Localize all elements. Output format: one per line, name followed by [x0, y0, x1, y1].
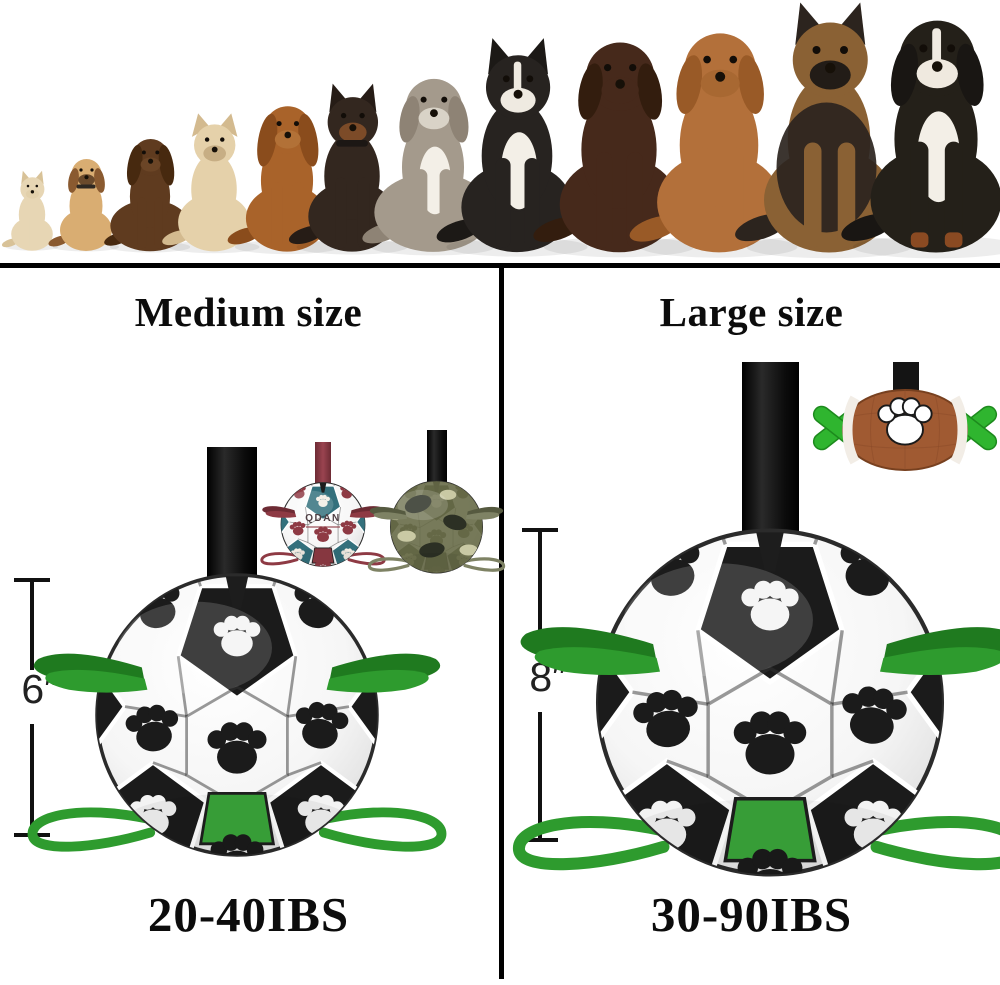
large-weight-range: 30-90IBS [650, 887, 853, 942]
dog-dachshund [104, 138, 191, 253]
dog-bulldog [362, 78, 496, 256]
medium-size-title: Medium size [134, 289, 363, 335]
camo-ball-strap [427, 430, 447, 482]
measure-line-large [538, 532, 542, 656]
camo-variant-ball [363, 467, 510, 587]
large-soccer-ball [495, 479, 1000, 926]
football-strap [893, 362, 919, 408]
football-green-straps [812, 405, 998, 451]
football-body [842, 389, 968, 471]
dog-bernese-mountain-dog [841, 20, 1000, 259]
dog-labrador [533, 42, 695, 258]
measure-line-medium-2 [30, 724, 34, 833]
measure-cap-bottom-large [522, 838, 558, 842]
football-paw-icon [877, 397, 933, 446]
brand-text: QDAN [305, 513, 341, 524]
football-white-band [950, 395, 968, 465]
medium-height-label: 6″ [21, 666, 59, 712]
brand-tagline-bar [306, 526, 340, 528]
football-white-band [842, 395, 860, 465]
dog-vizsla [629, 33, 798, 258]
medium-ball-strap [207, 447, 257, 579]
medium-weight-range: 20-40IBS [147, 887, 350, 942]
large-size-title: Large size [659, 289, 844, 335]
measure-cap-bottom-medium [14, 833, 50, 837]
large-ball-strap [742, 362, 799, 534]
measure-line-large-2 [538, 712, 542, 838]
measure-line-medium [30, 582, 34, 670]
dog-chihuahua [1, 170, 59, 251]
brand-mark: QDAN [287, 513, 359, 528]
football-chew-toy [812, 362, 998, 471]
medium-soccer-ball [13, 533, 461, 897]
teal-ball-strap [315, 442, 331, 484]
dog-puppy [48, 159, 119, 252]
dog-size-lineup [1, 2, 1000, 259]
dog-german-shepherd [735, 2, 912, 259]
vertical-divider [499, 263, 504, 979]
large-height-label: 8″ [529, 654, 567, 700]
